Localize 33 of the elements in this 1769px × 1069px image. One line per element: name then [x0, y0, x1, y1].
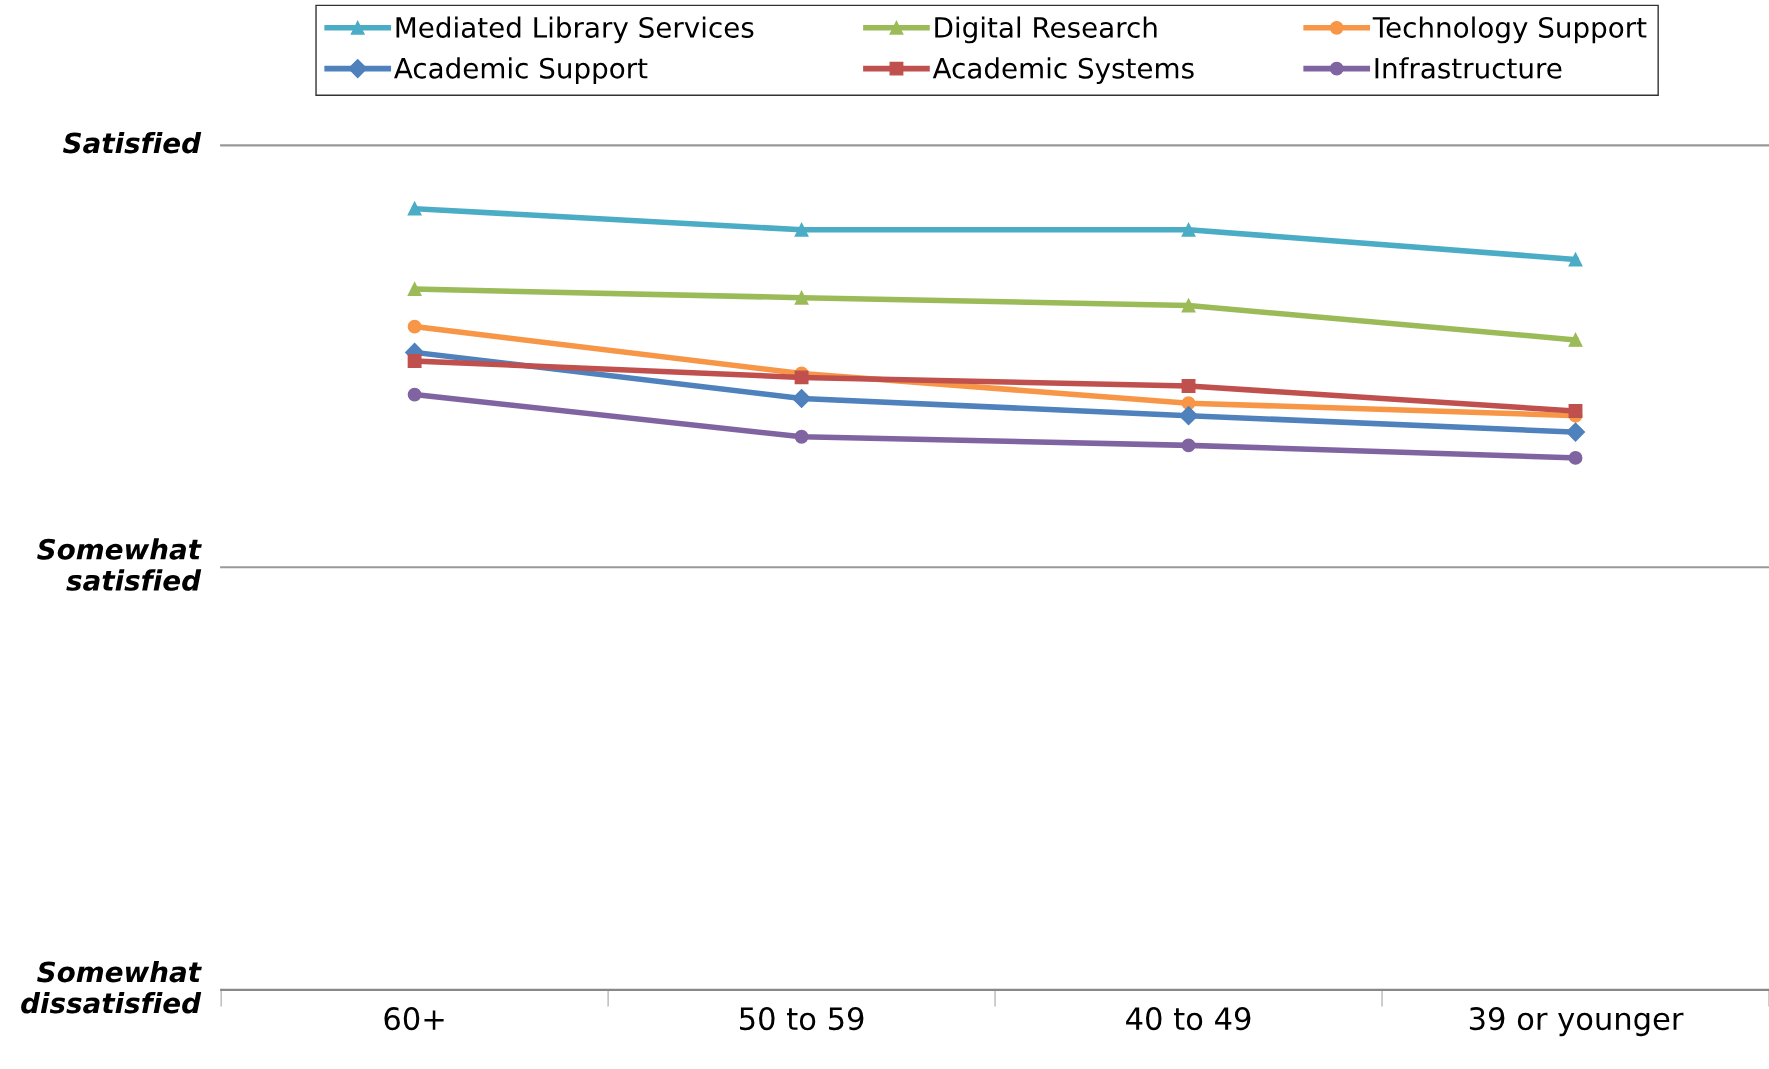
point	[1181, 438, 1196, 453]
point	[1568, 404, 1583, 418]
legend-label: Digital Research	[935, 16, 1157, 44]
point	[1181, 222, 1196, 237]
legend-label: Infrastructure	[1375, 57, 1562, 79]
point	[1568, 252, 1583, 267]
text: Somewhat dissatisfied	[21, 960, 202, 1014]
point	[407, 319, 422, 334]
x-tick-label: 39 or younger	[1469, 1007, 1684, 1037]
x-tick-label: 60+	[384, 1007, 444, 1031]
x-tick-label: 40 to 49	[1126, 1007, 1251, 1031]
point	[407, 201, 422, 216]
ref-line-label: Somewhat satisfied	[37, 538, 202, 591]
point	[407, 282, 422, 297]
point	[1181, 379, 1196, 393]
point	[794, 370, 809, 385]
legend-label: Academic Systems	[932, 57, 1194, 85]
legend-label: Academic Support	[394, 57, 648, 85]
point	[407, 354, 422, 368]
legend-label: Technology Support	[1372, 16, 1647, 44]
point	[1565, 422, 1586, 442]
point	[792, 388, 812, 409]
ref-line-label: Satisfied	[63, 131, 202, 154]
legend-label: Mediated Library Services	[396, 16, 754, 44]
point	[794, 429, 809, 444]
x-tick-label: 50 to 59	[740, 1007, 864, 1031]
point	[794, 222, 809, 237]
point	[1181, 298, 1196, 313]
point	[794, 290, 809, 305]
point	[1568, 450, 1583, 465]
point	[407, 387, 422, 402]
point	[1568, 332, 1583, 347]
point	[1179, 406, 1199, 426]
